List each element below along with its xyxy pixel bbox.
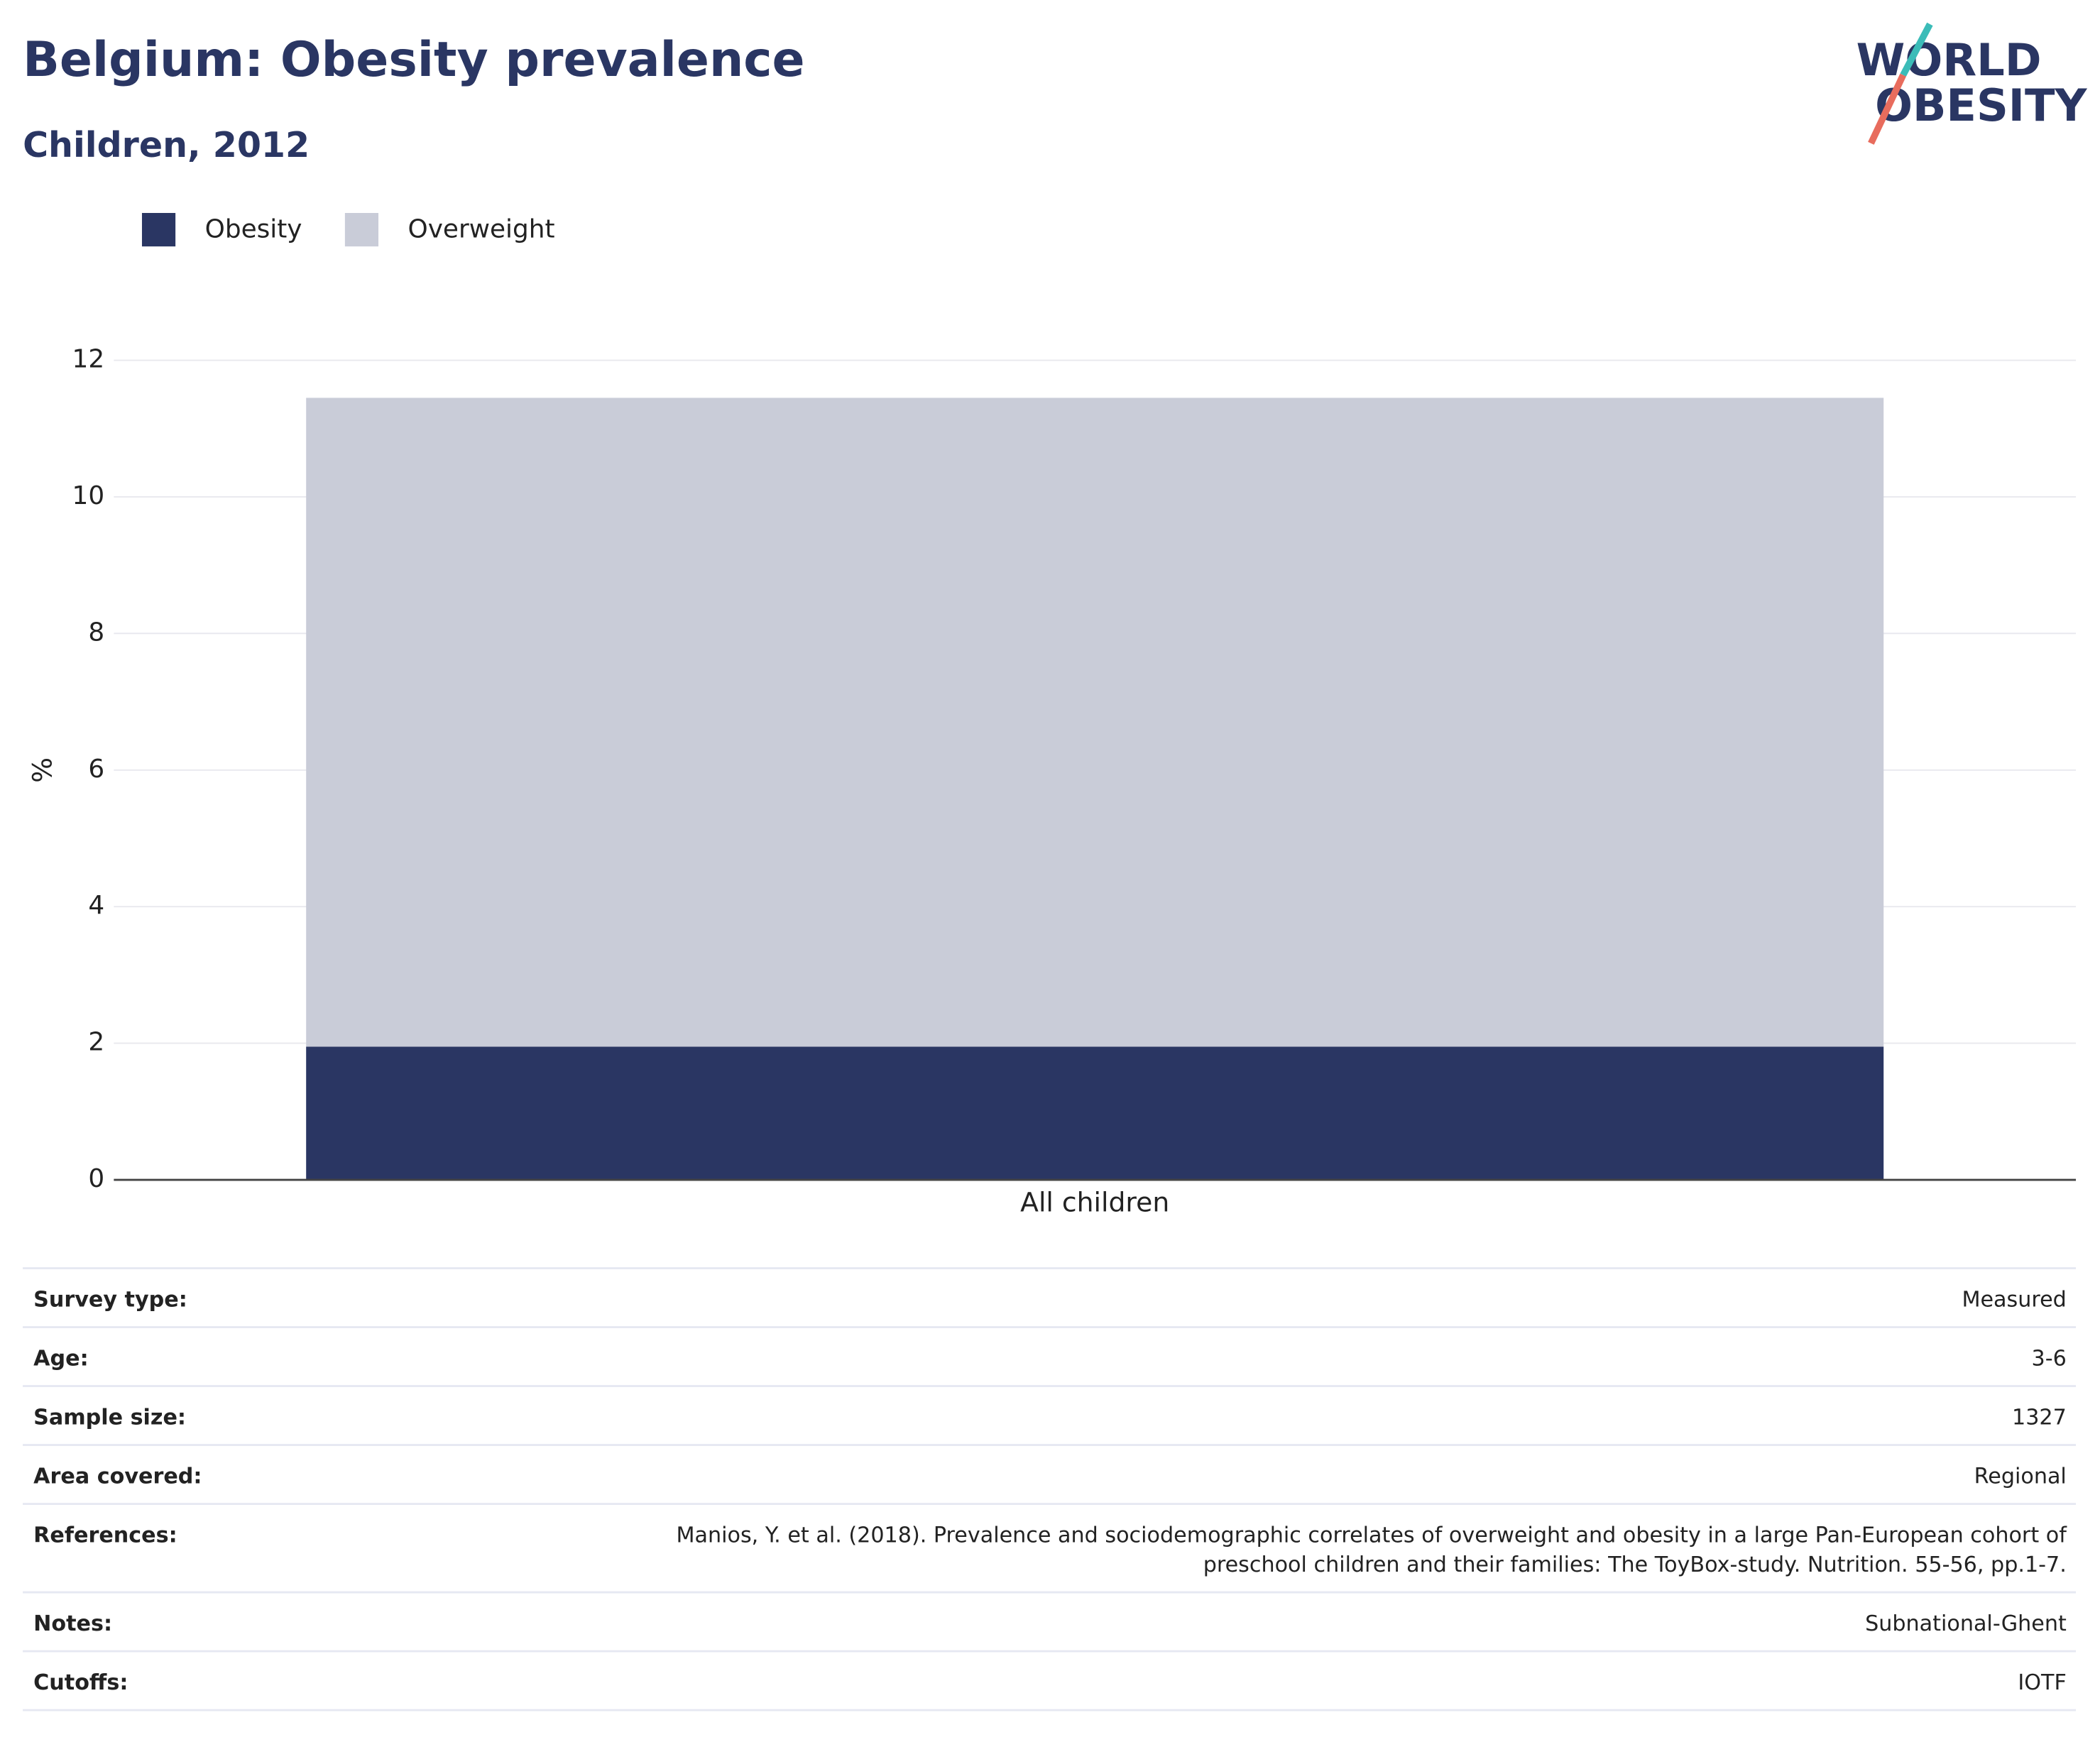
bar-segment	[306, 398, 1884, 1047]
table-label: Notes:	[33, 1611, 112, 1636]
y-tick-label: 8	[88, 618, 104, 647]
y-tick-label: 10	[72, 481, 105, 510]
chart-title: Belgium: Obesity prevalence	[23, 32, 805, 88]
table-value: preschool children and their families: T…	[1203, 1552, 2067, 1577]
table-value: Subnational-Ghent	[1865, 1611, 2067, 1636]
table-label: Survey type:	[33, 1287, 187, 1312]
logo-slash	[1868, 73, 1906, 145]
table-value: 3-6	[2032, 1346, 2067, 1371]
table-value: Measured	[1962, 1287, 2066, 1312]
table-value: Regional	[1974, 1464, 2067, 1489]
table-label: Cutoffs:	[33, 1670, 128, 1695]
chart-subtitle: Children, 2012	[23, 124, 310, 165]
bar-segment	[306, 1046, 1884, 1181]
logo-slash	[1900, 22, 1933, 77]
legend-label: Overweight	[408, 215, 555, 244]
table-label: References:	[33, 1523, 177, 1548]
logo-text: OBESITY	[1875, 80, 2087, 131]
table-label: Age:	[33, 1346, 88, 1371]
table-label: Area covered:	[33, 1464, 202, 1489]
table-value: Manios, Y. et al. (2018). Prevalence and…	[676, 1523, 2067, 1548]
legend-swatch	[141, 212, 176, 247]
table-label: Sample size:	[33, 1405, 186, 1430]
table-value: 1327	[2012, 1405, 2067, 1430]
legend-swatch	[344, 212, 379, 247]
y-tick-label: 12	[72, 345, 105, 374]
table-value: IOTF	[2018, 1670, 2066, 1695]
y-axis-label: %	[27, 757, 58, 783]
x-tick-label: All children	[1020, 1186, 1169, 1217]
legend-label: Obesity	[205, 215, 302, 244]
y-tick-label: 6	[88, 755, 104, 784]
y-tick-label: 2	[88, 1028, 104, 1057]
y-tick-label: 0	[88, 1164, 104, 1193]
y-tick-label: 4	[88, 891, 104, 920]
logo-text: WORLD	[1856, 34, 2042, 86]
